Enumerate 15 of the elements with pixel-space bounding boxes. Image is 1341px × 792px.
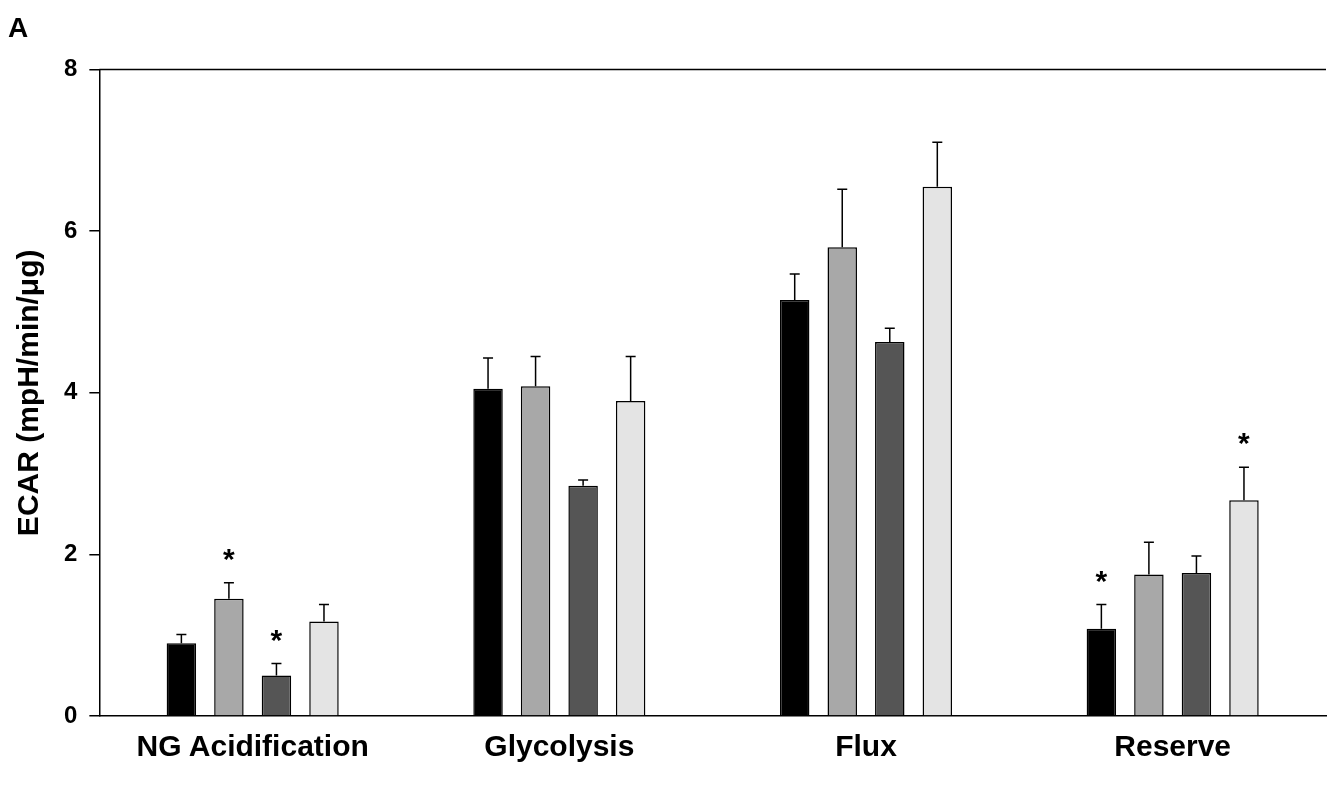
x-tick-label: Flux xyxy=(835,729,898,763)
data-label: * xyxy=(223,541,236,575)
data-label: * xyxy=(270,622,283,656)
y-tick-label: 2 xyxy=(63,539,78,567)
y-axis-title: ECAR (mpH/min/μg) xyxy=(11,249,45,537)
data-label: * xyxy=(1095,563,1108,597)
x-tick-label: Reserve xyxy=(1114,729,1232,763)
x-tick-label: NG Acidification xyxy=(136,729,369,763)
chart-title: A xyxy=(8,11,29,43)
y-tick-label: 8 xyxy=(63,54,78,82)
x-tick-label: Glycolysis xyxy=(484,729,635,763)
y-tick-label: 0 xyxy=(63,700,78,728)
y-tick-label: 4 xyxy=(63,377,78,405)
y-tick-label: 6 xyxy=(63,215,78,243)
data-label: * xyxy=(1238,426,1251,460)
